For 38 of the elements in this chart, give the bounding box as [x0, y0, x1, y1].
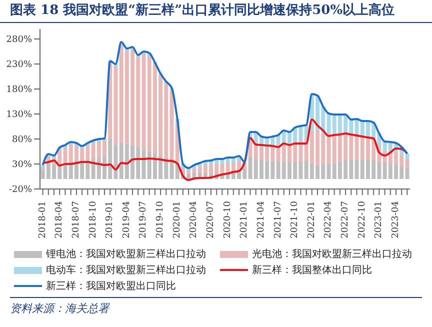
line-series — [42, 118, 408, 181]
x-tick-label: 2019-04 — [122, 200, 132, 238]
x-tick-label: 2020-04 — [189, 200, 200, 238]
x-tick-label: 2019-01 — [105, 201, 116, 238]
y-tick-label: 180% — [6, 85, 32, 96]
legend-label: 锂电池：我国对欧盟新三样出口拉动 — [46, 248, 206, 261]
line-series — [42, 41, 408, 169]
x-tick-label: 2019-10 — [156, 200, 166, 238]
x-tick-label: 2021-01 — [240, 201, 250, 238]
chart-title: 图表 18 我国对欧盟“新三样”出口累计同比增速保持50%以上高位 — [10, 3, 395, 18]
x-tick-label: 2018-01 — [38, 201, 48, 238]
y-tick-label: 130% — [6, 110, 32, 120]
x-tick-label: 2021-04 — [256, 200, 266, 238]
x-tick-label: 2023-04 — [390, 200, 401, 238]
x-tick-label: 2021-10 — [290, 200, 300, 238]
legend-label: 新三样：我国对欧盟出口同比 — [46, 280, 176, 293]
x-tick-label: 2020-01 — [172, 201, 182, 238]
y-tick-label: 80% — [12, 135, 32, 146]
x-tick-label: 2018-10 — [88, 200, 98, 238]
x-tick-label: 2018-04 — [54, 200, 65, 238]
x-tick-label: 2020-07 — [206, 200, 216, 238]
x-tick-label: 2022-01 — [306, 201, 317, 238]
x-tick-label: 2022-04 — [324, 200, 334, 238]
legend-label: 新三样：我国整体出口同比 — [252, 264, 372, 277]
x-tick-label: 2022-07 — [340, 200, 351, 238]
y-tick-label: 280% — [6, 35, 32, 46]
x-tick-label: 2020-10 — [222, 200, 233, 238]
x-tick-label: 2019-07 — [138, 200, 149, 238]
legend-label: 光电池：我国对欧盟新三样出口拉动 — [252, 248, 412, 261]
x-tick-label: 2021-07 — [273, 200, 284, 238]
legend-label: 电动车：我国对欧盟新三样出口拉动 — [46, 264, 206, 277]
y-tick-label: -20% — [8, 185, 32, 196]
x-tick-label: 2022-10 — [357, 200, 368, 238]
x-tick-label: 2018-07 — [71, 200, 82, 238]
text: 资料来源：海关总署 — [10, 301, 111, 316]
x-tick-label: 2023-01 — [374, 201, 384, 238]
y-tick-label: 230% — [6, 60, 32, 70]
y-tick-label: 30% — [12, 160, 32, 170]
